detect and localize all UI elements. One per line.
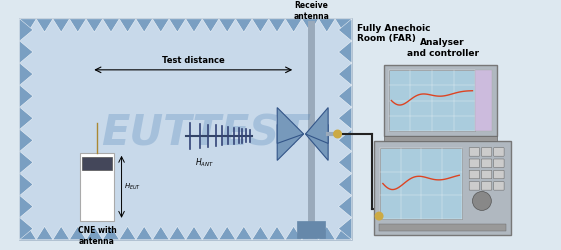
Polygon shape: [169, 19, 186, 32]
Polygon shape: [306, 124, 328, 160]
Text: CNE with
antenna: CNE with antenna: [77, 226, 116, 246]
FancyBboxPatch shape: [374, 140, 511, 235]
Polygon shape: [20, 107, 33, 129]
Polygon shape: [20, 129, 33, 151]
Polygon shape: [53, 226, 70, 240]
Polygon shape: [252, 19, 269, 32]
Polygon shape: [219, 226, 236, 240]
FancyBboxPatch shape: [469, 159, 480, 168]
FancyBboxPatch shape: [494, 182, 504, 190]
FancyBboxPatch shape: [494, 159, 504, 168]
Polygon shape: [86, 19, 103, 32]
Polygon shape: [20, 196, 33, 218]
FancyBboxPatch shape: [80, 153, 114, 221]
Polygon shape: [20, 151, 33, 174]
Polygon shape: [338, 129, 352, 151]
Text: Receive
antenna: Receive antenna: [293, 2, 329, 21]
Polygon shape: [236, 19, 252, 32]
Polygon shape: [119, 19, 136, 32]
Polygon shape: [302, 19, 319, 32]
Polygon shape: [36, 19, 53, 32]
Polygon shape: [338, 85, 352, 107]
Polygon shape: [338, 174, 352, 196]
Polygon shape: [277, 108, 304, 144]
Polygon shape: [153, 19, 169, 32]
Polygon shape: [338, 218, 352, 240]
FancyBboxPatch shape: [494, 170, 504, 179]
Polygon shape: [70, 19, 86, 32]
Polygon shape: [269, 19, 286, 32]
Polygon shape: [169, 226, 186, 240]
Polygon shape: [335, 19, 352, 32]
FancyBboxPatch shape: [469, 148, 480, 156]
FancyBboxPatch shape: [82, 157, 112, 170]
FancyBboxPatch shape: [389, 70, 475, 131]
Polygon shape: [338, 19, 352, 41]
FancyBboxPatch shape: [481, 182, 492, 190]
Text: EUTTEST: EUTTEST: [101, 113, 308, 155]
Polygon shape: [153, 226, 169, 240]
FancyBboxPatch shape: [20, 19, 352, 240]
Text: $H_{ANT}$: $H_{ANT}$: [195, 157, 214, 169]
Polygon shape: [186, 226, 203, 240]
Polygon shape: [53, 19, 70, 32]
FancyBboxPatch shape: [481, 159, 492, 168]
Polygon shape: [103, 226, 119, 240]
Polygon shape: [203, 226, 219, 240]
FancyBboxPatch shape: [494, 148, 504, 156]
Polygon shape: [20, 85, 33, 107]
Text: Analyser
and controller: Analyser and controller: [407, 38, 479, 58]
Polygon shape: [186, 19, 203, 32]
Polygon shape: [319, 226, 335, 240]
Polygon shape: [338, 107, 352, 129]
FancyBboxPatch shape: [481, 148, 492, 156]
Polygon shape: [136, 226, 153, 240]
Circle shape: [375, 212, 383, 220]
Polygon shape: [252, 226, 269, 240]
Polygon shape: [20, 174, 33, 196]
Polygon shape: [86, 226, 103, 240]
Polygon shape: [236, 226, 252, 240]
FancyBboxPatch shape: [475, 70, 493, 131]
Polygon shape: [277, 124, 304, 160]
FancyBboxPatch shape: [384, 136, 497, 140]
Circle shape: [472, 192, 491, 210]
Polygon shape: [338, 63, 352, 85]
Polygon shape: [286, 226, 302, 240]
Polygon shape: [203, 19, 219, 32]
Polygon shape: [20, 218, 33, 240]
FancyBboxPatch shape: [469, 170, 480, 179]
Polygon shape: [70, 226, 86, 240]
Polygon shape: [338, 196, 352, 218]
FancyBboxPatch shape: [297, 221, 325, 238]
Polygon shape: [20, 41, 33, 63]
Text: $H_{EUT}$: $H_{EUT}$: [125, 182, 141, 192]
Polygon shape: [20, 19, 36, 32]
FancyBboxPatch shape: [481, 170, 492, 179]
Polygon shape: [338, 151, 352, 174]
Polygon shape: [269, 226, 286, 240]
Polygon shape: [302, 226, 319, 240]
Polygon shape: [36, 226, 53, 240]
Polygon shape: [136, 19, 153, 32]
Polygon shape: [219, 19, 236, 32]
Polygon shape: [103, 19, 119, 32]
Polygon shape: [306, 108, 328, 144]
Text: Fully Anechoic
Room (FAR): Fully Anechoic Room (FAR): [357, 24, 431, 43]
Polygon shape: [335, 226, 352, 240]
Polygon shape: [20, 226, 36, 240]
FancyBboxPatch shape: [380, 148, 462, 219]
Text: Test distance: Test distance: [162, 56, 224, 65]
Polygon shape: [319, 19, 335, 32]
Polygon shape: [20, 19, 33, 41]
Circle shape: [334, 130, 341, 138]
Polygon shape: [20, 63, 33, 85]
FancyBboxPatch shape: [469, 182, 480, 190]
FancyBboxPatch shape: [379, 224, 507, 231]
Polygon shape: [338, 41, 352, 63]
Polygon shape: [286, 19, 302, 32]
Polygon shape: [119, 226, 136, 240]
FancyBboxPatch shape: [384, 65, 497, 136]
